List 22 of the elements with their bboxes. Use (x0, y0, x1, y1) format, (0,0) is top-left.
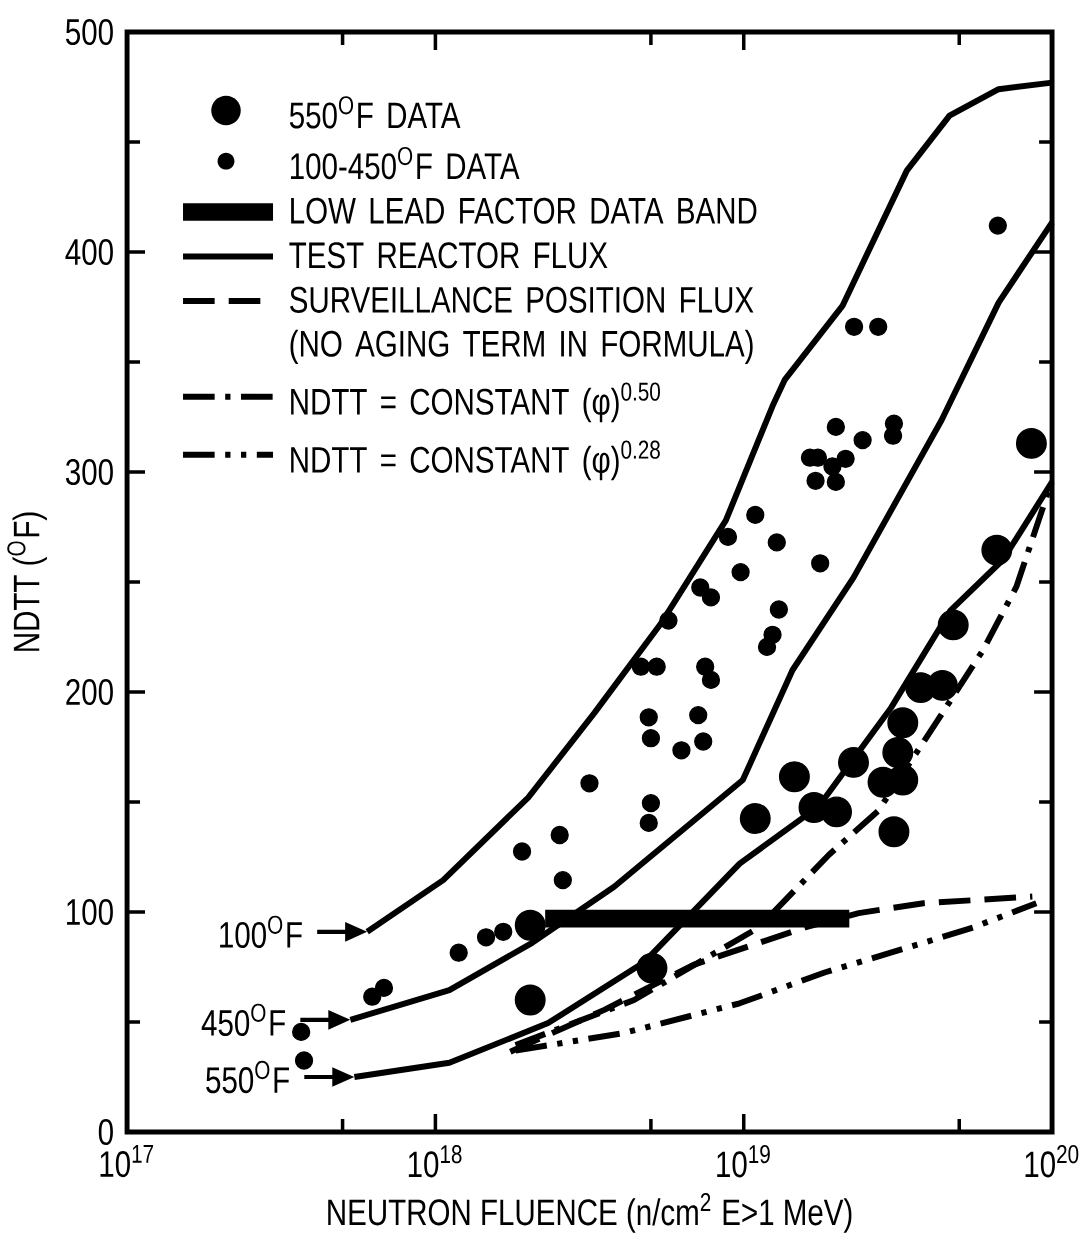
x-axis-title: NEUTRON FLUENCE (n/cm$^{2}$ E>1 MeV) (328, 1193, 852, 1233)
annotation: 550$^{O}$F (206, 1060, 289, 1094)
annotation: 450$^{O}$F (201, 1003, 285, 1037)
x-tick-label: 10$^{17}$ (100, 1144, 154, 1178)
legend-label: TEST REACTOR FLUX (289, 242, 608, 269)
y-tick-label: 400 (65, 238, 113, 266)
y-tick-label: 300 (65, 458, 113, 486)
legend-label: NDTT = CONSTANT (φ)$^{0.28}$ (291, 440, 660, 481)
x-tick-label: 10$^{20}$ (1025, 1145, 1079, 1178)
y-tick-label: 0 (98, 1118, 113, 1146)
legend-label: NDTT = CONSTANT (φ)$^{0.50}$ (291, 382, 660, 423)
legend-label: SURVEILLANCE POSITION FLUX (NO AGING TERM IN FORMULA) (290, 286, 754, 365)
legend-label: LOW LEAD FACTOR DATA BAND (291, 197, 757, 224)
y-tick-label: 500 (65, 18, 113, 46)
y-tick-label: 100 (67, 898, 113, 926)
annotation: 100$^{O}$F (220, 915, 302, 949)
y-tick-label: 200 (66, 678, 113, 706)
legend-label: 550$^{O}$F DATA (289, 96, 461, 129)
legend-label: 100-450$^{O}$F DATA (290, 146, 520, 180)
y-axis-title: NDTT ($^{O}$F) (7, 512, 47, 651)
x-tick-label: 10$^{18}$ (408, 1145, 462, 1178)
x-tick-label: 10$^{19}$ (717, 1145, 770, 1178)
